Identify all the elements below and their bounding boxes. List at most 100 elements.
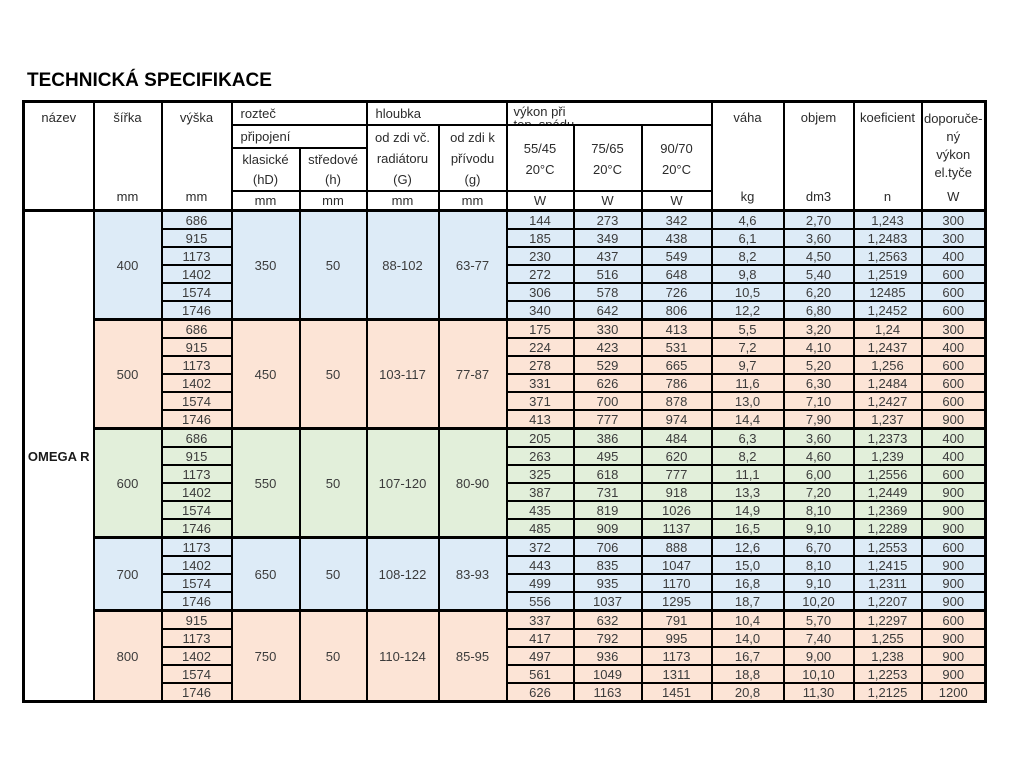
height-cell: 1746 bbox=[160, 409, 233, 430]
header-7565: 75/65 20°C bbox=[572, 124, 643, 192]
weight-cell: 4,6 bbox=[710, 209, 785, 230]
header-sirka-unit: mm bbox=[116, 188, 139, 204]
coefficient-cell: 1,239 bbox=[852, 446, 923, 466]
pitch-classic-cell: 550 bbox=[230, 427, 301, 539]
power-9070-cell: 342 bbox=[640, 209, 713, 230]
volume-cell: 8,10 bbox=[782, 500, 855, 520]
el-power-cell: 1200 bbox=[920, 682, 987, 703]
height-cell: 1173 bbox=[160, 246, 233, 266]
table-row: 1746 413 777 974 14,4 7,90 1,237 900 bbox=[24, 409, 987, 430]
weight-cell: 9,8 bbox=[710, 264, 785, 284]
height-cell: 1173 bbox=[160, 536, 233, 557]
header-vaha: váha kg bbox=[710, 100, 785, 212]
weight-cell: 9,7 bbox=[710, 355, 785, 375]
volume-cell: 3,60 bbox=[782, 427, 855, 448]
power-7565-cell: 632 bbox=[572, 609, 643, 630]
power-7565-cell: 516 bbox=[572, 264, 643, 284]
weight-cell: 11,6 bbox=[710, 373, 785, 393]
weight-cell: 16,7 bbox=[710, 646, 785, 666]
power-5545-cell: 185 bbox=[505, 228, 575, 248]
weight-cell: 18,7 bbox=[710, 591, 785, 612]
el-power-cell: 300 bbox=[920, 209, 987, 230]
volume-cell: 6,70 bbox=[782, 536, 855, 557]
power-9070-cell: 438 bbox=[640, 228, 713, 248]
power-9070-cell: 726 bbox=[640, 282, 713, 302]
power-7565-cell: 386 bbox=[572, 427, 643, 448]
header-5545: 55/45 20°C bbox=[505, 124, 575, 192]
table-row: 1574 306 578 726 10,5 6,20 12485 600 bbox=[24, 282, 987, 302]
power-9070-cell: 1451 bbox=[640, 682, 713, 703]
width-cell: 400 bbox=[92, 209, 163, 321]
unit-od-zdi-k: mm bbox=[437, 190, 508, 212]
power-9070-cell: 786 bbox=[640, 373, 713, 393]
power-5545-cell: 263 bbox=[505, 446, 575, 466]
header-koeficient-label: koeficient bbox=[860, 109, 915, 125]
power-9070-cell: 1137 bbox=[640, 518, 713, 539]
header-od-zdi-vc: od zdi vč. radiátoru (G) bbox=[365, 124, 440, 192]
unit-od-zdi-vc: mm bbox=[365, 190, 440, 212]
table-row: 1574 371 700 878 13,0 7,10 1,2427 600 bbox=[24, 391, 987, 411]
power-5545-cell: 626 bbox=[505, 682, 575, 703]
header-row-3: klasické (hD) středové (h) bbox=[24, 147, 986, 192]
height-cell: 1746 bbox=[160, 300, 233, 321]
coefficient-cell: 1,2207 bbox=[852, 591, 923, 612]
power-7565-cell: 1163 bbox=[572, 682, 643, 703]
volume-cell: 7,90 bbox=[782, 409, 855, 430]
volume-cell: 2,70 bbox=[782, 209, 855, 230]
power-9070-cell: 665 bbox=[640, 355, 713, 375]
power-7565-cell: 819 bbox=[572, 500, 643, 520]
table-row: 1402 272 516 648 9,8 5,40 1,2519 600 bbox=[24, 264, 987, 284]
height-cell: 1574 bbox=[160, 573, 233, 593]
power-9070-cell: 1026 bbox=[640, 500, 713, 520]
power-7565-cell: 529 bbox=[572, 355, 643, 375]
power-5545-cell: 230 bbox=[505, 246, 575, 266]
table-row: 700 1173 650 50 108-122 83-93 372 706 88… bbox=[24, 536, 987, 612]
weight-cell: 7,2 bbox=[710, 337, 785, 357]
el-power-cell: 900 bbox=[920, 591, 987, 612]
power-5545-cell: 387 bbox=[505, 482, 575, 502]
power-7565-cell: 330 bbox=[572, 318, 643, 339]
header-sirka: šířka mm bbox=[92, 100, 163, 212]
power-5545-cell: 144 bbox=[505, 209, 575, 230]
el-power-cell: 600 bbox=[920, 300, 987, 321]
weight-cell: 8,2 bbox=[710, 446, 785, 466]
height-cell: 1746 bbox=[160, 682, 233, 703]
weight-cell: 20,8 bbox=[710, 682, 785, 703]
power-5545-cell: 205 bbox=[505, 427, 575, 448]
power-9070-cell: 531 bbox=[640, 337, 713, 357]
el-power-cell: 900 bbox=[920, 555, 987, 575]
power-5545-cell: 371 bbox=[505, 391, 575, 411]
power-7565-cell: 273 bbox=[572, 209, 643, 230]
volume-cell: 8,10 bbox=[782, 555, 855, 575]
height-cell: 1574 bbox=[160, 391, 233, 411]
power-5545-cell: 340 bbox=[505, 300, 575, 321]
height-cell: 1402 bbox=[160, 555, 233, 575]
weight-cell: 14,0 bbox=[710, 628, 785, 648]
table-row: OMEGA R 400 686 350 50 88-102 63-77 144 … bbox=[22, 209, 987, 703]
power-7565-cell: 349 bbox=[572, 228, 643, 248]
volume-cell: 5,20 bbox=[782, 355, 855, 375]
power-9070-cell: 918 bbox=[640, 482, 713, 502]
product-name-cell: OMEGA R bbox=[22, 209, 95, 703]
el-power-cell: 900 bbox=[920, 409, 987, 430]
table-row: 1173 230 437 549 8,2 4,50 1,2563 400 bbox=[24, 246, 987, 266]
coefficient-cell: 1,2415 bbox=[852, 555, 923, 575]
header-doporuceny: doporuče- ný výkon el.tyče W bbox=[920, 100, 987, 212]
power-9070-cell: 777 bbox=[640, 464, 713, 484]
pitch-center-cell: 50 bbox=[298, 609, 368, 703]
power-5545-cell: 325 bbox=[505, 464, 575, 484]
coefficient-cell: 1,2253 bbox=[852, 664, 923, 684]
power-9070-cell: 888 bbox=[640, 536, 713, 557]
power-9070-cell: 1295 bbox=[640, 591, 713, 612]
power-5545-cell: 556 bbox=[505, 591, 575, 612]
header-9070: 90/70 20°C bbox=[640, 124, 713, 192]
power-9070-cell: 1170 bbox=[640, 573, 713, 593]
el-power-cell: 400 bbox=[920, 446, 987, 466]
height-cell: 1574 bbox=[160, 282, 233, 302]
volume-cell: 7,40 bbox=[782, 628, 855, 648]
coefficient-cell: 1,256 bbox=[852, 355, 923, 375]
power-5545-cell: 306 bbox=[505, 282, 575, 302]
coefficient-cell: 1,2311 bbox=[852, 573, 923, 593]
power-7565-cell: 909 bbox=[572, 518, 643, 539]
power-7565-cell: 731 bbox=[572, 482, 643, 502]
